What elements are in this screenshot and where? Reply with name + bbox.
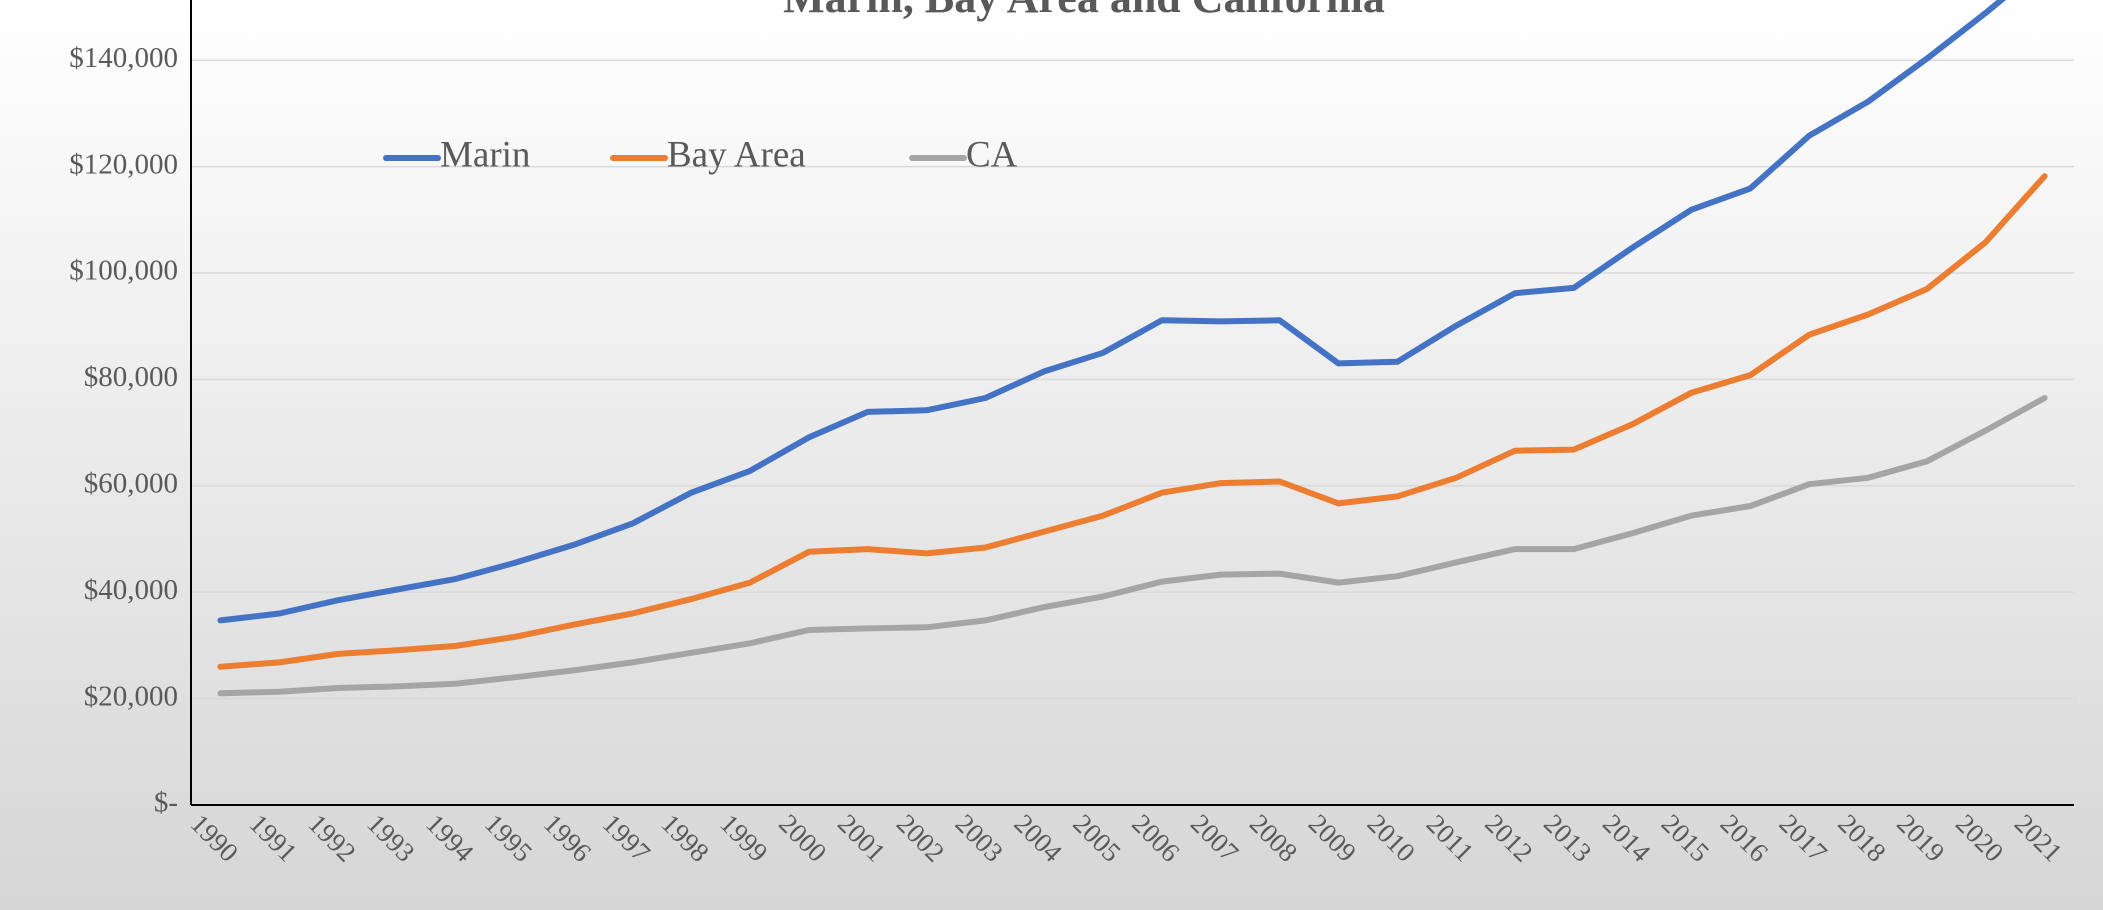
y-tick-label: $60,000 — [84, 467, 178, 499]
chart-title: Marin, Bay Area and California — [783, 0, 1385, 22]
legend-label: Bay Area — [667, 134, 806, 175]
y-tick-label: $120,000 — [69, 148, 178, 180]
y-tick-label: $140,000 — [69, 42, 178, 74]
y-tick-label: $80,000 — [84, 361, 178, 393]
series-line — [217, 173, 2048, 670]
y-tick-label: $- — [154, 787, 178, 819]
y-tick-label: $20,000 — [84, 680, 178, 712]
y-tick-label: $40,000 — [84, 574, 178, 606]
y-tick-label: $100,000 — [69, 255, 178, 287]
series-line — [217, 0, 2007, 624]
legend-label: CA — [966, 134, 1018, 175]
legend-label: Marin — [440, 134, 530, 175]
plot-area — [217, 0, 2048, 697]
series-line — [217, 395, 2048, 697]
